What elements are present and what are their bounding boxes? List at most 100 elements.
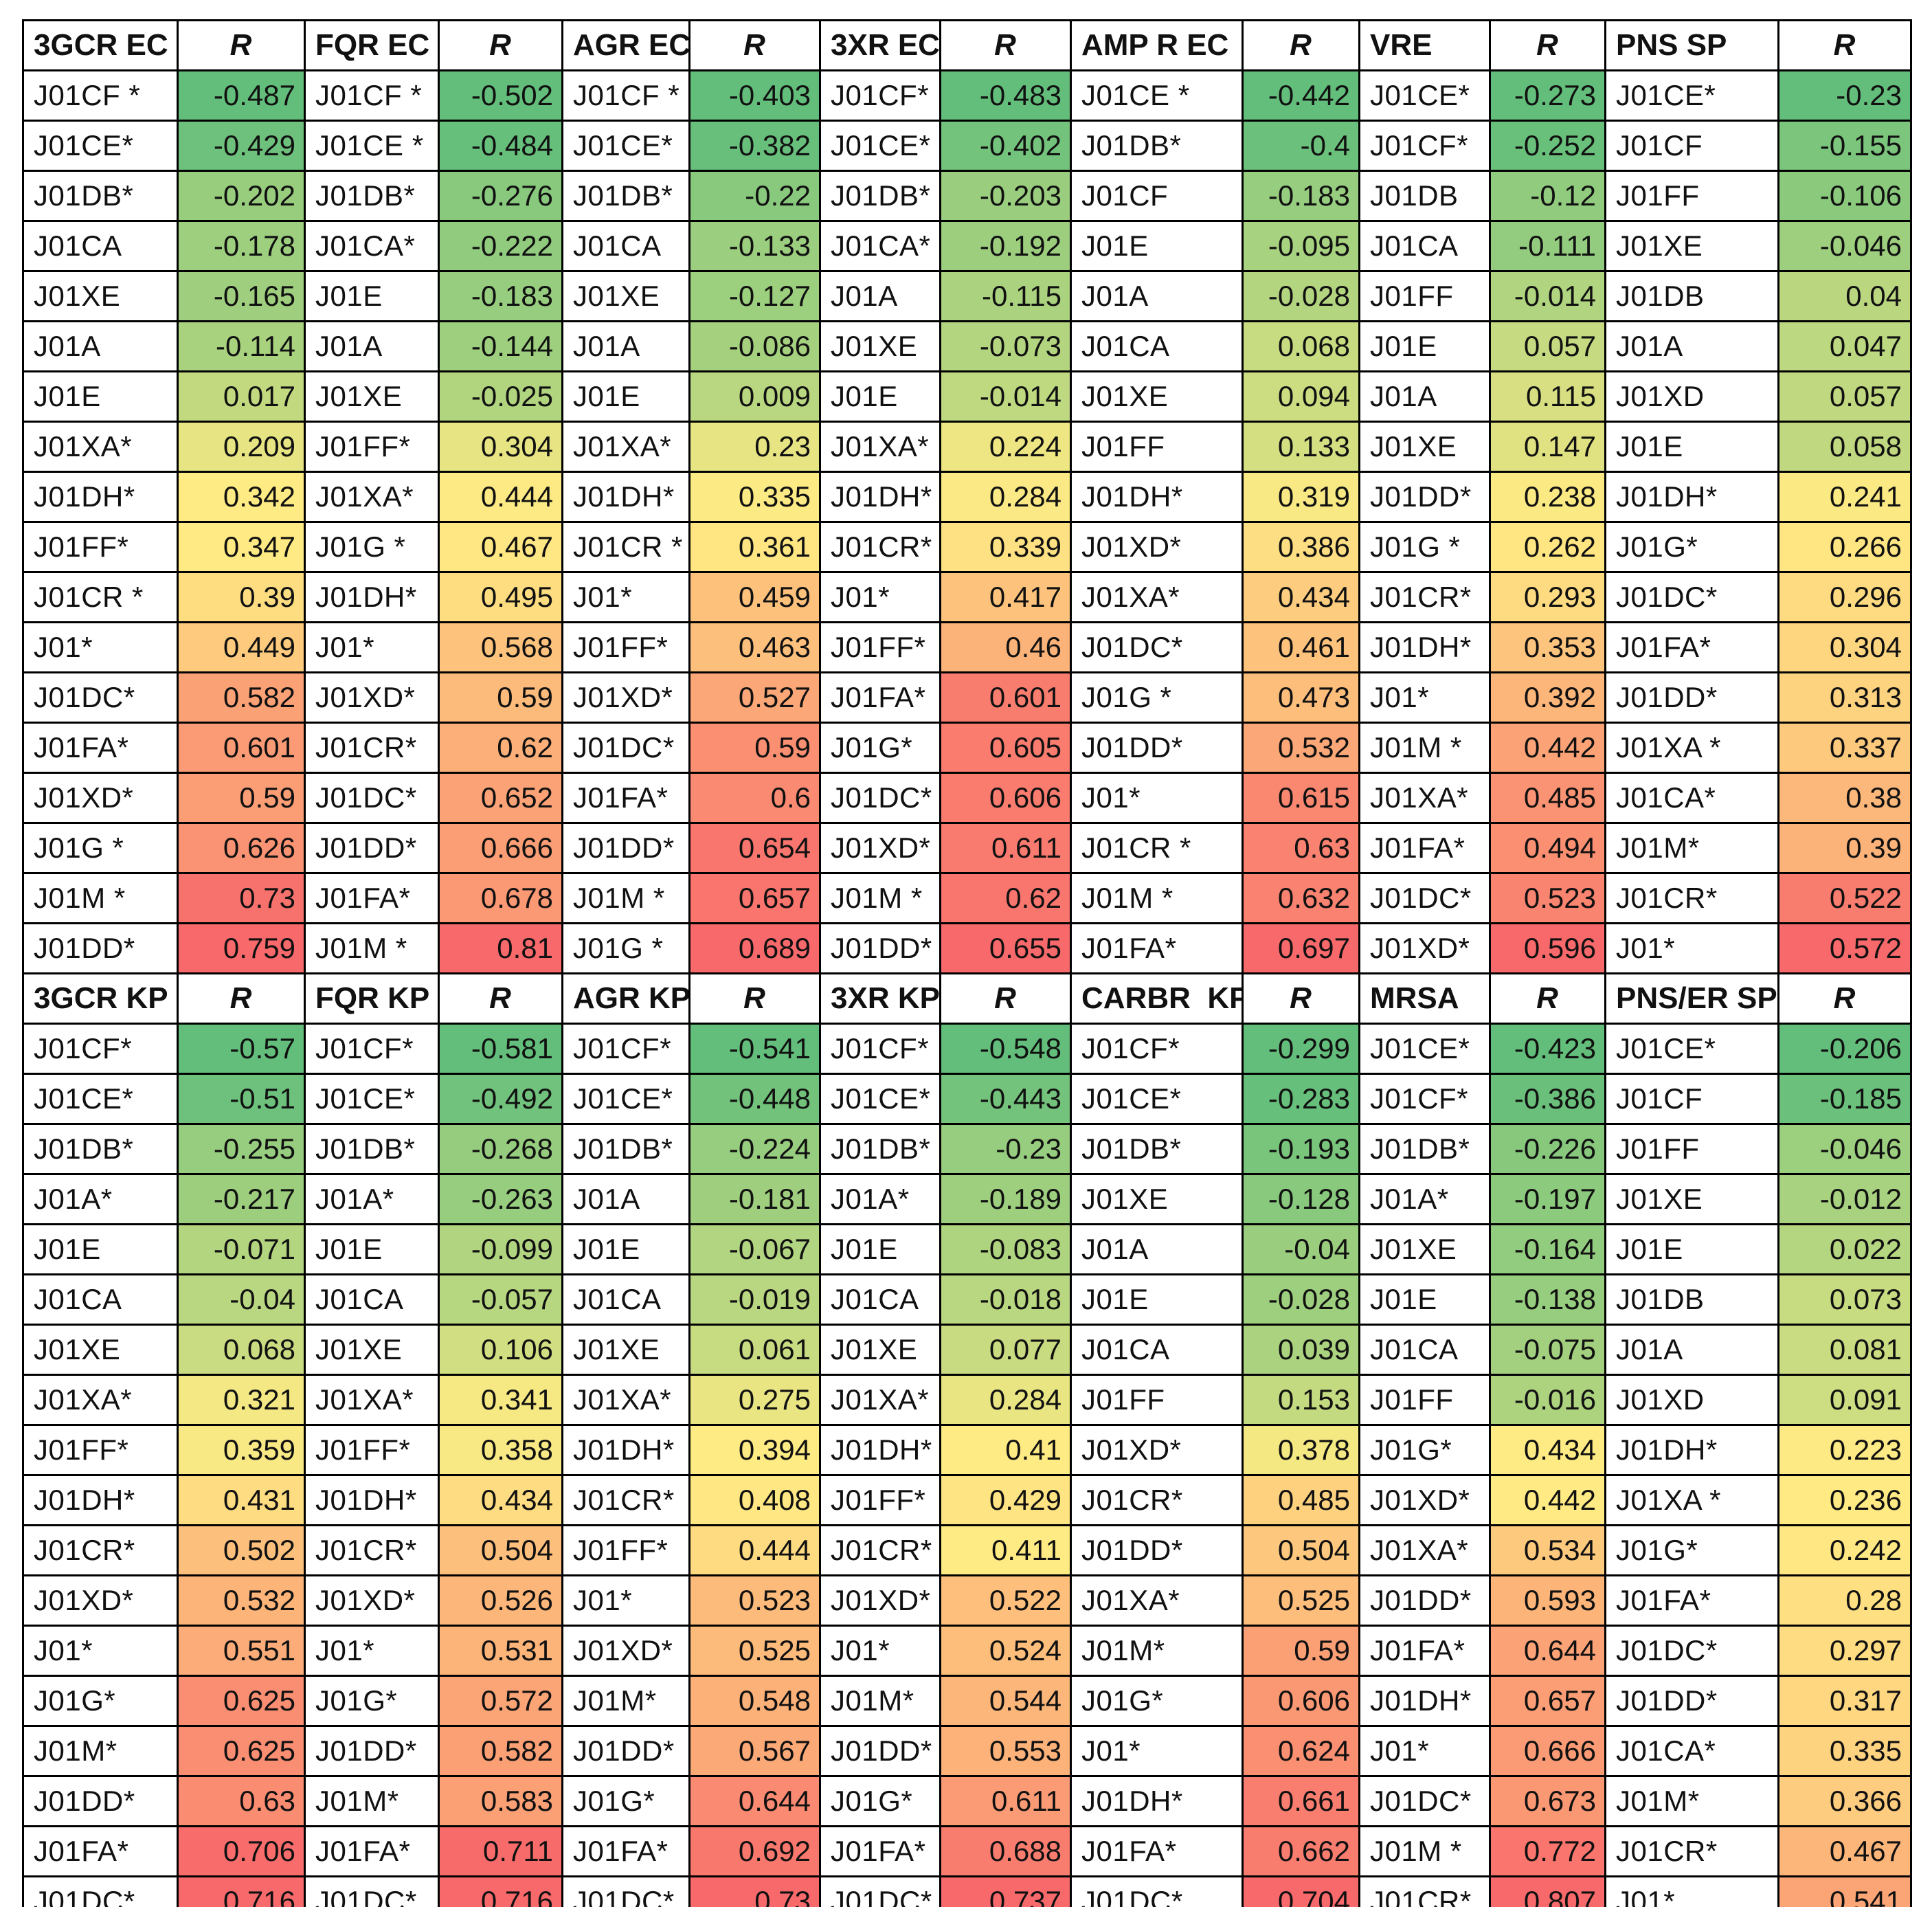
r-value-cell: -0.382 bbox=[688, 120, 821, 172]
atc-code-cell: J01FA* bbox=[561, 1825, 690, 1877]
table-row: J01DC* 0.716 J01DC* 0.716 J01DC* 0.73 J01DC* 0.… bbox=[22, 1875, 1912, 1907]
r-value-cell: 0.606 bbox=[1242, 1675, 1360, 1727]
r-value-cell: 0.081 bbox=[1777, 1324, 1912, 1376]
table-row: J01G* 0.625 J01G* 0.572 J01M* 0.548 J01M* 0.544… bbox=[22, 1675, 1912, 1727]
r-value-cell: -0.448 bbox=[688, 1073, 821, 1125]
atc-code-cell: J01A bbox=[561, 1173, 690, 1225]
atc-code-cell: J01CF * bbox=[304, 69, 440, 122]
atc-code-cell: J01DD* bbox=[1070, 1524, 1244, 1576]
atc-code-cell: J01E bbox=[1358, 1273, 1491, 1326]
atc-code-cell: J01DH* bbox=[1070, 1775, 1244, 1827]
r-value-cell: -0.067 bbox=[688, 1223, 821, 1275]
atc-code-cell: J01CA* bbox=[304, 220, 440, 272]
atc-code-cell: J01A bbox=[304, 320, 440, 372]
r-value-cell: 0.601 bbox=[177, 722, 306, 774]
r-value-cell: -0.299 bbox=[1242, 1023, 1360, 1075]
atc-code-cell: J01G * bbox=[304, 521, 440, 573]
r-value-cell: 0.38 bbox=[1777, 772, 1912, 824]
r-value-cell: 0.378 bbox=[1242, 1424, 1360, 1476]
atc-code-cell: J01E bbox=[304, 270, 440, 322]
r-value-cell: -0.189 bbox=[939, 1173, 1072, 1225]
r-value-cell: 0.527 bbox=[688, 671, 821, 724]
r-value-cell: 0.624 bbox=[1242, 1725, 1360, 1777]
column-header: 3XR KP bbox=[819, 972, 941, 1025]
atc-code-cell: J01DH* bbox=[1358, 621, 1491, 673]
atc-code-cell: J01FF bbox=[1358, 270, 1491, 322]
atc-code-cell: J01DH* bbox=[1604, 471, 1779, 523]
r-value-cell: -0.57 bbox=[177, 1023, 306, 1075]
table-row: J01XA* 0.209 J01FF* 0.304 J01XA* 0.23 J01XA* 0.… bbox=[22, 421, 1912, 473]
atc-code-cell: J01A bbox=[1358, 370, 1491, 423]
atc-code-cell: J01CR* bbox=[819, 1524, 941, 1576]
atc-code-cell: J01A bbox=[1604, 320, 1779, 372]
r-value-cell: -0.203 bbox=[939, 170, 1072, 222]
r-value-cell: 0.689 bbox=[688, 922, 821, 974]
r-value-cell: 0.284 bbox=[939, 1374, 1072, 1426]
atc-code-cell: J01CE* bbox=[1358, 69, 1491, 122]
r-value-cell: 0.459 bbox=[688, 571, 821, 623]
atc-code-cell: J01DH* bbox=[304, 571, 440, 623]
r-value-cell: 0.467 bbox=[1777, 1825, 1912, 1877]
r-value-cell: 0.429 bbox=[939, 1474, 1072, 1526]
atc-code-cell: J01XE bbox=[561, 1324, 690, 1376]
atc-code-cell: J01CF* bbox=[1358, 120, 1491, 172]
atc-code-cell: J01DB* bbox=[561, 1123, 690, 1175]
atc-code-cell: J01M * bbox=[561, 872, 690, 924]
atc-code-cell: J01M* bbox=[22, 1725, 179, 1777]
atc-code-cell: J01E bbox=[819, 1223, 941, 1275]
atc-code-cell: J01G* bbox=[22, 1675, 179, 1727]
r-value-cell: 0.697 bbox=[1242, 922, 1360, 974]
column-header: PNS SP bbox=[1604, 19, 1779, 71]
r-value-cell: 0.28 bbox=[1777, 1574, 1912, 1627]
r-value-cell: 0.572 bbox=[438, 1675, 563, 1727]
r-value-cell: 0.313 bbox=[1777, 671, 1912, 724]
atc-code-cell: J01DD* bbox=[1604, 671, 1779, 724]
r-value-cell: 0.551 bbox=[177, 1625, 306, 1677]
r-value-cell: 0.057 bbox=[1777, 370, 1912, 423]
atc-code-cell: J01G* bbox=[1604, 521, 1779, 573]
table-row: J01DC* 0.582 J01XD* 0.59 J01XD* 0.527 J01FA* 0.… bbox=[22, 671, 1912, 724]
r-value-cell: 0.678 bbox=[438, 872, 563, 924]
atc-code-cell: J01DC* bbox=[561, 1875, 690, 1907]
r-value-cell: 0.704 bbox=[1242, 1875, 1360, 1907]
atc-code-cell: J01FA* bbox=[1358, 1625, 1491, 1677]
r-value-cell: -0.502 bbox=[438, 69, 563, 122]
r-value-cell: -0.423 bbox=[1489, 1023, 1606, 1075]
r-value-cell: 0.532 bbox=[1242, 722, 1360, 774]
r-column-header: R bbox=[1777, 19, 1912, 71]
r-value-cell: -0.548 bbox=[939, 1023, 1072, 1075]
atc-code-cell: J01DD* bbox=[304, 1725, 440, 1777]
atc-code-cell: J01FA* bbox=[22, 722, 179, 774]
r-column-header: R bbox=[688, 19, 821, 71]
r-value-cell: -0.071 bbox=[177, 1223, 306, 1275]
r-column-header: R bbox=[1242, 19, 1360, 71]
r-column-header: R bbox=[438, 19, 563, 71]
r-value-cell: 0.504 bbox=[438, 1524, 563, 1576]
atc-code-cell: J01DB bbox=[1358, 170, 1491, 222]
atc-code-cell: J01CE* bbox=[22, 120, 179, 172]
table-row: J01E -0.071 J01E -0.099 J01E -0.067 J01E -0.083… bbox=[22, 1223, 1912, 1275]
atc-code-cell: J01FA* bbox=[1070, 922, 1244, 974]
r-value-cell: 0.133 bbox=[1242, 421, 1360, 473]
atc-code-cell: J01FA* bbox=[304, 1825, 440, 1877]
r-value-cell: -0.185 bbox=[1777, 1073, 1912, 1125]
r-value-cell: 0.525 bbox=[688, 1625, 821, 1677]
atc-code-cell: J01CE* bbox=[304, 1073, 440, 1125]
r-value-cell: 0.304 bbox=[438, 421, 563, 473]
atc-code-cell: J01FF bbox=[1604, 1123, 1779, 1175]
atc-code-cell: J01DH* bbox=[819, 471, 941, 523]
r-value-cell: 0.772 bbox=[1489, 1825, 1606, 1877]
r-column-header: R bbox=[1777, 972, 1912, 1025]
r-value-cell: 0.359 bbox=[177, 1424, 306, 1476]
r-value-cell: 0.361 bbox=[688, 521, 821, 573]
atc-code-cell: J01CA bbox=[1070, 320, 1244, 372]
r-column-header: R bbox=[177, 972, 306, 1025]
atc-code-cell: J01XD* bbox=[22, 772, 179, 824]
r-value-cell: 0.337 bbox=[1777, 722, 1912, 774]
atc-code-cell: J01DB* bbox=[304, 170, 440, 222]
atc-code-cell: J01XA* bbox=[304, 1374, 440, 1426]
atc-code-cell: J01CA bbox=[22, 1273, 179, 1326]
r-value-cell: 0.644 bbox=[1489, 1625, 1606, 1677]
table-row: J01DH* 0.342 J01XA* 0.444 J01DH* 0.335 J01DH* 0… bbox=[22, 471, 1912, 523]
atc-code-cell: J01FA* bbox=[1358, 822, 1491, 874]
